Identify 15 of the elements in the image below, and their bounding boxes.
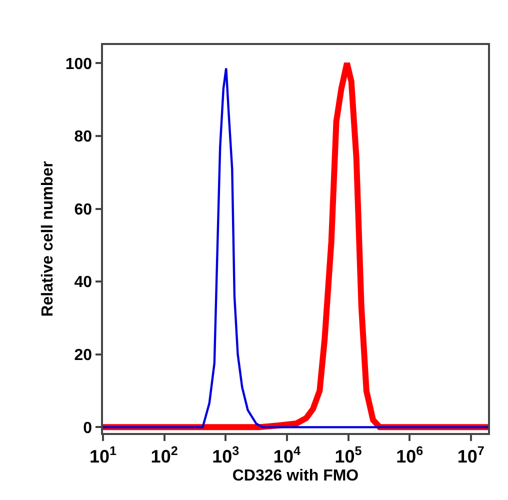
x-tick-label: 10$^{3}$ <box>212 444 240 466</box>
x-tick-label: 10$^{5}$ <box>334 444 362 466</box>
y-tick-label: 60 <box>74 201 92 218</box>
x-tick-label: 10$^{7}$ <box>457 444 484 466</box>
x-tick-label: 10$^{1}$ <box>89 444 117 466</box>
y-axis-title: Relative cell number <box>40 161 57 317</box>
x-tick-label: 10$^{4}$ <box>273 444 300 466</box>
x-tick-label: 10$^{2}$ <box>150 444 178 466</box>
y-tick-label: 80 <box>74 128 92 146</box>
x-tick-label: 10$^{6}$ <box>396 444 424 466</box>
y-tick-label: 100 <box>65 56 92 73</box>
y-tick-label: 20 <box>74 346 92 364</box>
y-tick-label: 40 <box>74 274 92 292</box>
y-tick-label: 0 <box>83 420 92 437</box>
x-axis-title: CD326 with FMO <box>232 468 359 485</box>
